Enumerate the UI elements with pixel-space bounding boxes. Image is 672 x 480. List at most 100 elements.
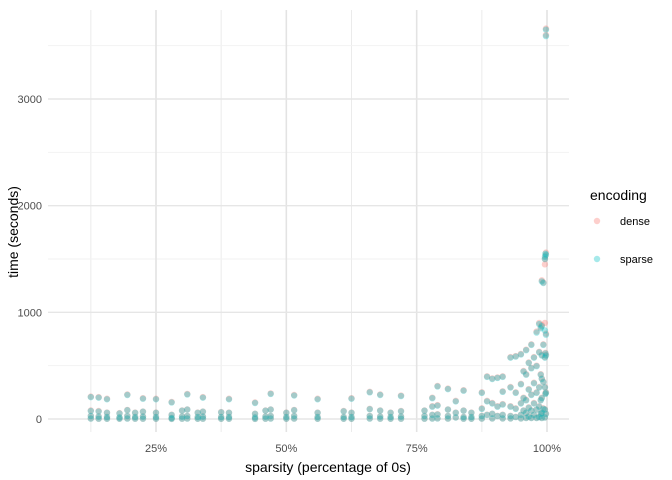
data-point-sparse: [376, 413, 384, 420]
data-point-dense: [535, 383, 543, 391]
data-point-dense: [184, 412, 191, 419]
data-point-dense: [540, 405, 547, 412]
data-point-dense: [152, 413, 160, 421]
data-point-dense: [478, 405, 486, 412]
data-point-sparse: [184, 406, 191, 413]
data-point-sparse: [314, 415, 321, 422]
data-point-dense: [542, 330, 550, 337]
data-point-dense: [366, 415, 373, 422]
data-point-dense: [483, 411, 491, 418]
data-point-sparse: [468, 409, 475, 417]
data-point-dense: [537, 396, 544, 403]
data-point-sparse: [283, 415, 290, 422]
data-point-sparse: [538, 323, 545, 330]
data-point-sparse: [530, 411, 538, 419]
data-point-dense: [522, 371, 530, 378]
data-point-dense: [444, 385, 452, 392]
data-point-dense: [533, 406, 540, 413]
data-point-sparse: [251, 410, 259, 418]
data-point-sparse: [528, 407, 535, 414]
data-point-sparse: [139, 408, 147, 415]
data-point-dense: [533, 414, 540, 422]
data-point-dense: [184, 390, 191, 398]
data-point-dense: [314, 415, 321, 422]
data-point-dense: [478, 415, 486, 422]
data-point-dense: [429, 394, 436, 401]
data-point-sparse: [494, 412, 501, 420]
data-point-sparse: [494, 403, 501, 410]
data-point-dense: [540, 341, 547, 348]
data-point-sparse: [489, 375, 496, 383]
data-point-sparse: [95, 408, 102, 415]
data-point-dense: [528, 341, 535, 348]
data-point-sparse: [535, 349, 543, 356]
data-point-sparse: [525, 413, 532, 420]
data-point-dense: [460, 387, 467, 394]
data-point-dense: [366, 405, 373, 413]
data-point-sparse: [387, 413, 394, 421]
data-point-dense: [517, 399, 525, 407]
data-point-dense: [507, 353, 514, 361]
data-point-dense: [478, 412, 486, 419]
data-point-dense: [517, 380, 525, 387]
data-point-dense: [535, 319, 543, 327]
data-point-dense: [131, 409, 139, 416]
data-point-dense: [541, 353, 549, 361]
data-point-sparse: [152, 396, 160, 403]
data-points: [87, 25, 550, 423]
data-point-sparse: [489, 400, 496, 407]
data-point-dense: [528, 391, 535, 398]
data-point-sparse: [184, 415, 191, 422]
data-point-dense: [489, 375, 496, 382]
data-point-dense: [184, 415, 191, 422]
data-point-sparse: [528, 414, 535, 422]
data-point-sparse: [452, 409, 459, 417]
data-point-sparse: [429, 403, 436, 410]
data-point-sparse: [124, 391, 131, 399]
data-point-dense: [397, 407, 405, 415]
data-point-sparse: [444, 412, 452, 420]
data-point-sparse: [541, 354, 549, 361]
data-point-sparse: [194, 415, 201, 422]
data-point-dense: [376, 391, 384, 398]
data-point-sparse: [483, 373, 491, 381]
data-point-sparse: [517, 400, 525, 407]
data-point-sparse: [267, 390, 274, 398]
data-point-dense: [499, 411, 506, 418]
x-tick-label: 25%: [145, 443, 167, 455]
data-point-sparse: [116, 414, 123, 421]
data-point-dense: [376, 407, 384, 414]
data-point-sparse: [542, 251, 550, 258]
data-point-sparse: [541, 406, 549, 413]
data-point-sparse: [522, 397, 530, 404]
data-point-sparse: [507, 354, 514, 361]
data-point-dense: [87, 407, 95, 414]
data-point-dense: [217, 413, 225, 421]
data-point-dense: [103, 413, 111, 421]
data-point-dense: [366, 388, 373, 395]
data-point-sparse: [178, 413, 186, 420]
data-point-sparse: [262, 413, 269, 420]
data-point-dense: [517, 415, 525, 422]
data-point-dense: [283, 413, 290, 421]
data-point-sparse: [542, 26, 550, 33]
data-point-sparse: [530, 380, 538, 387]
data-point-sparse: [478, 405, 486, 413]
data-point-dense: [525, 385, 532, 393]
legend-label-sparse: sparse: [620, 254, 653, 266]
data-point-dense: [434, 382, 441, 390]
data-point-dense: [499, 388, 506, 395]
y-axis-title: time (seconds): [5, 186, 21, 278]
data-point-sparse: [517, 415, 525, 422]
data-point-sparse: [520, 407, 527, 414]
data-point-dense: [512, 413, 519, 421]
legend: encoding dense sparse: [590, 187, 653, 266]
data-point-sparse: [290, 392, 298, 399]
data-point-sparse: [366, 412, 373, 420]
data-point-dense: [512, 405, 519, 412]
data-point-sparse: [444, 415, 452, 422]
data-point-sparse: [452, 398, 459, 405]
data-point-sparse: [103, 413, 111, 421]
data-point-dense: [348, 395, 355, 402]
x-tick-label: 100%: [533, 443, 561, 455]
